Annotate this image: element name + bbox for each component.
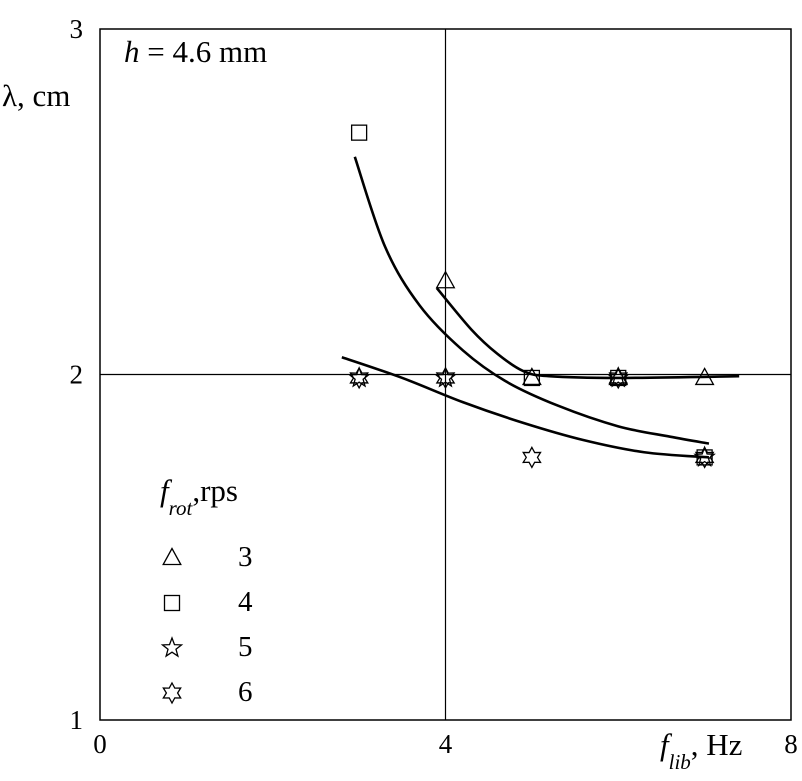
legend-label: 6 — [238, 676, 253, 708]
data-point-triangle — [435, 270, 456, 289]
x-tick-label: 4 — [439, 729, 453, 759]
fit-curve — [353, 156, 710, 445]
data-point-triangle — [608, 367, 629, 386]
y-tick-label: 3 — [70, 14, 84, 44]
h-annotation: h = 4.6 mm — [124, 34, 267, 69]
data-point-star6 — [522, 446, 542, 469]
data-point-square — [350, 124, 368, 141]
data-point-triangle — [694, 367, 715, 386]
x-tick-label: 0 — [93, 729, 107, 759]
data-point-star6 — [435, 366, 456, 390]
legend-label: 3 — [238, 541, 253, 573]
data-point-square — [523, 369, 541, 387]
legend: 3 4 5 6 — [160, 541, 253, 708]
fit-curve — [341, 355, 710, 459]
data-point-square — [610, 369, 627, 387]
data-markers — [347, 124, 716, 469]
data-point-triangle — [521, 367, 542, 386]
data-point-star6 — [349, 366, 369, 390]
data-point-square — [696, 449, 713, 466]
legend-marker-star6 — [162, 681, 182, 705]
data-point-star6 — [608, 366, 629, 390]
legend-marker-star5 — [160, 636, 184, 658]
y-axis-label: λ, cm — [2, 78, 70, 113]
fit-curve — [435, 287, 740, 380]
y-tick-label: 1 — [70, 705, 84, 735]
legend-title: frot,rps — [160, 473, 238, 520]
legend-marker-triangle — [162, 547, 182, 566]
legend-label: 5 — [238, 631, 253, 663]
fit-curves — [341, 156, 740, 459]
y-tick-label: 2 — [70, 360, 84, 390]
x-tick-labels: 0 4 8 — [93, 729, 798, 759]
x-tick-label: 8 — [784, 729, 798, 759]
legend-label: 4 — [238, 586, 253, 618]
y-tick-labels: 1 2 3 — [70, 14, 84, 735]
x-axis-label: flib, Hz — [660, 727, 742, 774]
legend-marker-square — [163, 594, 181, 612]
data-point-star6 — [694, 446, 715, 469]
